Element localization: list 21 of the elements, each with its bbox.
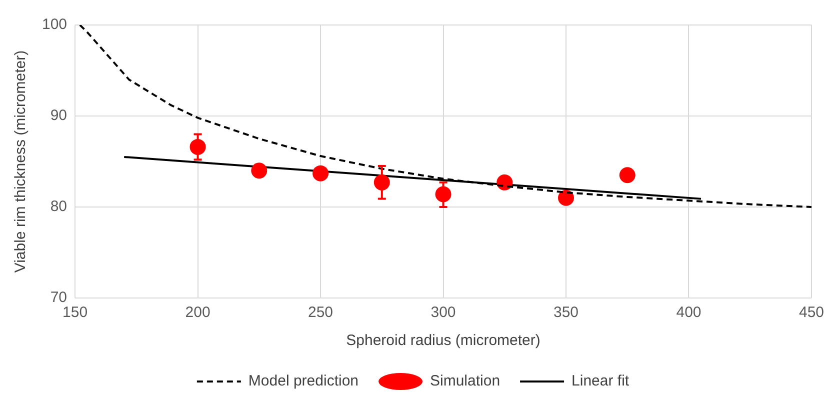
- point: [558, 190, 574, 206]
- point: [312, 165, 329, 182]
- y-tick-label: 90: [50, 107, 68, 124]
- y-tick-label: 80: [50, 198, 68, 216]
- point: [619, 167, 636, 184]
- legend-label: Simulation: [430, 372, 500, 390]
- x-tick-label: 200: [185, 304, 210, 322]
- x-tick-label: 350: [553, 304, 579, 322]
- x-tick-label: 450: [798, 304, 824, 322]
- y-axis-title: Viable rim thickness (micrometer): [12, 50, 30, 273]
- legend-label: Model prediction: [248, 372, 358, 390]
- point: [251, 162, 268, 179]
- x-axis-title: Spheroid radius (micrometer): [346, 332, 540, 350]
- y-tick-label: 100: [42, 16, 68, 34]
- x-tick-label: 150: [62, 304, 88, 322]
- line-series: [78, 25, 812, 208]
- y-tick-label: 70: [50, 289, 68, 306]
- x-tick-label: 250: [308, 304, 334, 322]
- legend-label: Linear fit: [572, 372, 630, 390]
- x-tick-label: 400: [676, 304, 702, 322]
- x-tick-label: 300: [430, 304, 456, 322]
